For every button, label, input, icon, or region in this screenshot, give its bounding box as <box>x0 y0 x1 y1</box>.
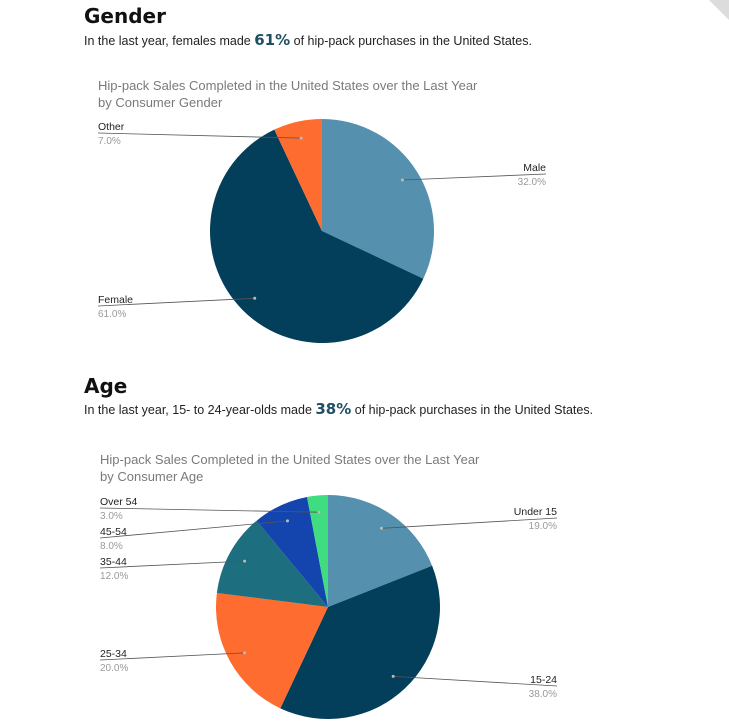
page-corner-fold <box>709 0 729 20</box>
gender-pie-chart: Hip-pack Sales Completed in the United S… <box>97 78 547 343</box>
age-leader-dot-under-15 <box>380 526 383 530</box>
gender-heading: Gender <box>84 4 166 28</box>
age-leader-dot-15-24 <box>391 674 395 678</box>
age-pie-chart: Hip-pack Sales Completed in the United S… <box>99 452 558 719</box>
age-leader-dot-over-54 <box>317 510 321 514</box>
age-slice-15-24 <box>280 565 440 719</box>
age-leader-35-44 <box>99 560 245 569</box>
gender-value-female: 61.0% <box>98 309 126 320</box>
age-summary: In the last year, 15- to 24-year-olds ma… <box>84 400 593 418</box>
age-value-over-54: 3.0% <box>100 511 123 522</box>
gender-summary-after: of hip-pack purchases in the United Stat… <box>290 34 532 48</box>
gender-leader-dot-female <box>253 296 257 300</box>
age-label-35-44: 35-44 <box>100 556 127 568</box>
age-value-15-24: 38.0% <box>529 689 557 700</box>
gender-label-other: Other <box>98 121 125 133</box>
age-chart-subtitle: by Consumer Age <box>100 469 203 484</box>
gender-leader-male <box>402 173 547 181</box>
age-leader-dot-45-54 <box>286 519 289 523</box>
gender-chart-subtitle: by Consumer Gender <box>98 95 223 110</box>
age-summary-after: of hip-pack purchases in the United Stat… <box>351 403 594 417</box>
gender-summary: In the last year, females made 61% of hi… <box>84 31 532 49</box>
age-leader-45-54 <box>99 520 288 539</box>
gender-leader-other <box>97 132 302 139</box>
age-chart-title: Hip-pack Sales Completed in the United S… <box>100 452 480 467</box>
gender-summary-before: In the last year, females made <box>84 34 255 48</box>
age-value-35-44: 12.0% <box>100 571 128 582</box>
age-label-over-54: Over 54 <box>100 496 138 508</box>
gender-highlight: 61% <box>254 31 291 49</box>
age-label-45-54: 45-54 <box>100 526 127 538</box>
gender-slice-female <box>210 129 424 343</box>
gender-chart-title: Hip-pack Sales Completed in the United S… <box>98 78 478 93</box>
gender-leader-dot-male <box>400 178 404 182</box>
age-value-25-34: 20.0% <box>100 663 128 674</box>
age-slice-35-44 <box>216 520 328 607</box>
gender-leader-dot-other <box>299 136 303 140</box>
age-label-15-24: 15-24 <box>530 674 557 686</box>
age-leader-dot-25-34 <box>243 651 247 655</box>
age-summary-before: In the last year, 15- to 24-year-olds ma… <box>84 403 316 417</box>
age-label-under-15: Under 15 <box>514 506 557 518</box>
age-leader-over-54 <box>99 507 320 513</box>
gender-label-male: Male <box>523 162 546 174</box>
gender-slice-male <box>322 119 435 279</box>
age-slice-under-15 <box>328 495 433 607</box>
age-heading: Age <box>84 374 128 398</box>
gender-value-other: 7.0% <box>98 136 121 147</box>
age-leader-dot-35-44 <box>243 559 247 563</box>
age-slice-25-34 <box>215 592 328 709</box>
age-label-25-34: 25-34 <box>100 648 127 660</box>
age-highlight: 38% <box>315 400 352 418</box>
age-value-45-54: 8.0% <box>100 541 123 552</box>
age-slice-45-54 <box>256 496 328 607</box>
age-leader-15-24 <box>393 676 558 687</box>
age-leader-under-15 <box>381 517 558 529</box>
gender-leader-female <box>97 297 255 307</box>
gender-label-female: Female <box>98 294 133 306</box>
age-value-under-15: 19.0% <box>529 521 557 532</box>
gender-value-male: 32.0% <box>518 177 546 188</box>
age-slice-over-54 <box>307 495 328 607</box>
age-leader-25-34 <box>99 652 245 661</box>
gender-slice-other <box>274 119 322 231</box>
